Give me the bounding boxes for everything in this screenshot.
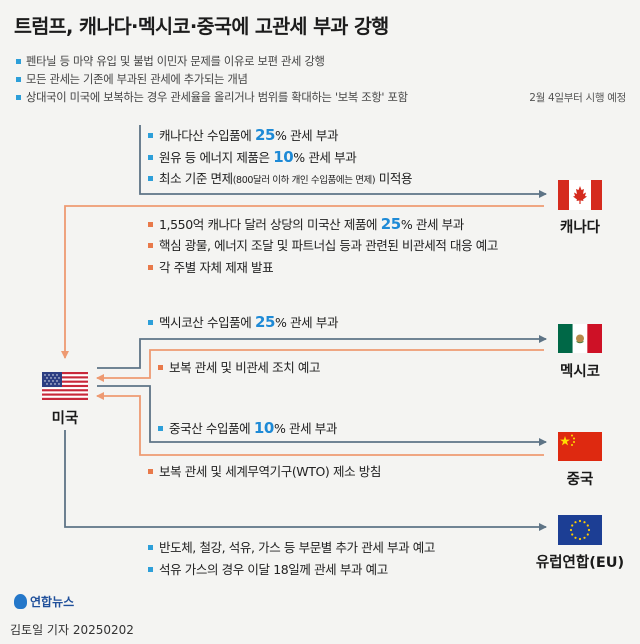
item-text: 1,550억 캐나다 달러 상당의 미국산 제품에	[159, 217, 381, 232]
summary-bullet: 모든 관세는 기존에 부과된 관세에 추가되는 개념	[16, 71, 626, 89]
item-text: 보복 관세 및 세계무역기구(WTO) 제소 방침	[159, 464, 381, 479]
square-bullet-icon	[148, 544, 153, 550]
canada-retaliation-item: 1,550억 캐나다 달러 상당의 미국산 제품에 25% 관세 부과	[148, 214, 464, 234]
item-text: 반도체, 철강, 석유, 가스 등 부문별 추가 관세 부과 예고	[159, 540, 435, 555]
logo-text: 연합뉴스	[30, 595, 75, 609]
country-label-usa: 미국	[51, 411, 79, 427]
china-retaliation-item: 보복 관세 및 세계무역기구(WTO) 제소 방침	[148, 462, 381, 482]
eu-flag-icon	[558, 515, 602, 545]
us-flag-icon	[42, 372, 88, 400]
china-tariff-item: 중국산 수입품에 10% 관세 부과	[158, 418, 337, 438]
square-bullet-icon	[158, 364, 163, 370]
item-text: % 관세 부과	[400, 217, 464, 232]
tariff-rate: 10	[273, 148, 294, 166]
yonhap-logo: 연합뉴스	[14, 593, 74, 610]
yonhap-logo-icon	[14, 594, 27, 609]
canada-tariff-item: 최소 기준 면제(800달러 이하 개인 수입품에는 면제) 미적용	[148, 169, 412, 189]
item-text: 최소 기준 면제	[159, 171, 233, 186]
country-label-canada: 캐나다	[559, 220, 601, 236]
eu-tariff-item: 반도체, 철강, 석유, 가스 등 부문별 추가 관세 부과 예고	[148, 538, 435, 558]
square-bullet-icon	[148, 566, 153, 572]
mexico-retaliation-item: 보복 관세 및 비관세 조치 예고	[158, 358, 320, 378]
summary-bullet: 상대국이 미국에 보복하는 경우 관세율을 올리거나 범위를 확대하는 '보복 …	[16, 89, 626, 107]
item-note: (800달러 이하 개인 수입품에는 면제)	[232, 175, 376, 186]
page-title: 트럼프, 캐나다·멕시코·중국에 고관세 부과 강행	[14, 15, 389, 38]
arrow-mexico-to-us	[96, 349, 544, 382]
item-text: % 관세 부과	[275, 128, 339, 143]
square-bullet-icon	[148, 132, 153, 138]
tariff-rate: 10	[253, 419, 274, 437]
arrow-us-to-china	[97, 385, 547, 446]
square-bullet-icon	[158, 425, 163, 431]
item-text: 중국산 수입품에	[169, 421, 254, 436]
item-text: 핵심 광물, 에너지 조달 및 파트너십 등과 관련된 비관세적 대응 예고	[159, 238, 499, 253]
square-bullet-icon	[148, 264, 153, 270]
tariff-rate: 25	[380, 215, 401, 233]
square-bullet-icon	[16, 76, 21, 82]
effective-date: 2월 4일부터 시행 예정	[529, 92, 626, 104]
eu-tariff-item: 석유 가스의 경우 이달 18일께 관세 부과 예고	[148, 560, 388, 580]
arrow-us-to-eu	[64, 430, 547, 531]
summary-text: 상대국이 미국에 보복하는 경우 관세율을 올리거나 범위를 확대하는 '보복 …	[26, 91, 408, 104]
country-label-eu: 유럽연합(EU)	[535, 555, 625, 571]
summary-text: 모든 관세는 기존에 부과된 관세에 추가되는 개념	[26, 73, 248, 86]
square-bullet-icon	[16, 58, 21, 64]
square-bullet-icon	[148, 221, 153, 227]
arrow-us-to-mexico	[97, 335, 547, 369]
item-text: 멕시코산 수입품에	[159, 315, 255, 330]
tariff-rate: 25	[254, 126, 276, 144]
square-bullet-icon	[148, 154, 153, 160]
item-text: 보복 관세 및 비관세 조치 예고	[169, 360, 321, 375]
country-label-china: 중국	[566, 472, 594, 488]
summary-bullets: 펜타닐 등 마약 유입 및 불법 이민자 문제를 이유로 보편 관세 강행 모든…	[16, 53, 626, 107]
square-bullet-icon	[148, 468, 153, 474]
arrow-canada-to-us	[61, 205, 544, 359]
square-bullet-icon	[148, 242, 153, 248]
item-text: 석유 가스의 경우 이달 18일께 관세 부과 예고	[159, 562, 388, 577]
canada-tariff-item: 캐나다산 수입품에 25% 관세 부과	[148, 125, 338, 145]
summary-bullet: 펜타닐 등 마약 유입 및 불법 이민자 문제를 이유로 보편 관세 강행	[16, 53, 626, 71]
item-text: 원유 등 에너지 제품은	[159, 150, 274, 165]
mexico-tariff-item: 멕시코산 수입품에 25% 관세 부과	[148, 312, 338, 332]
item-text: % 관세 부과	[273, 421, 337, 436]
byline: 김토일 기자 20250202	[10, 623, 134, 637]
tariff-rate: 25	[254, 313, 276, 331]
item-text: % 관세 부과	[275, 315, 339, 330]
country-label-mexico: 멕시코	[559, 364, 601, 380]
item-text: 캐나다산 수입품에	[159, 128, 255, 143]
arrow-china-to-us	[96, 392, 544, 456]
item-text: 각 주별 자체 제재 발표	[159, 260, 274, 275]
item-text: 미적용	[375, 171, 413, 186]
mexico-flag-icon	[558, 324, 602, 353]
square-bullet-icon	[16, 94, 21, 100]
square-bullet-icon	[148, 175, 153, 181]
canada-retaliation-item: 핵심 광물, 에너지 조달 및 파트너십 등과 관련된 비관세적 대응 예고	[148, 236, 498, 256]
china-flag-icon	[558, 432, 602, 461]
item-text: % 관세 부과	[293, 150, 357, 165]
canada-tariff-item: 원유 등 에너지 제품은 10% 관세 부과	[148, 147, 357, 167]
square-bullet-icon	[148, 319, 153, 325]
canada-retaliation-item: 각 주별 자체 제재 발표	[148, 258, 274, 278]
summary-text: 펜타닐 등 마약 유입 및 불법 이민자 문제를 이유로 보편 관세 강행	[26, 55, 325, 68]
arrow-us-to-canada	[139, 125, 547, 198]
canada-flag-icon	[558, 180, 602, 210]
